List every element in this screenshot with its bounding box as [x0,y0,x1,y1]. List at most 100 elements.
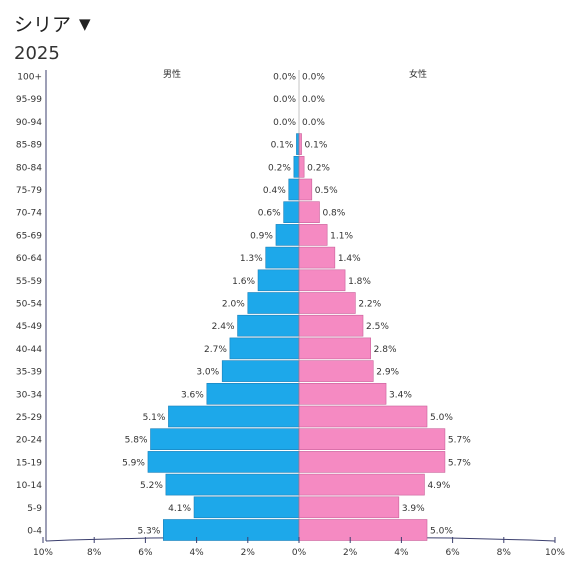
female-bar [298,519,428,541]
female-bar [298,292,356,314]
x-tick-label: 0% [292,548,307,558]
category-label: 95-99 [16,95,42,105]
category-label: 40-44 [16,345,42,355]
x-tick-label: 4% [394,548,409,558]
female-value-label: 0.2% [307,163,330,173]
category-label: 15-19 [16,458,42,468]
category-label: 70-74 [16,209,42,219]
male-bar [168,405,300,428]
female-value-label: 5.7% [448,436,471,446]
category-label: 100+ [17,73,42,83]
female-bar [298,360,374,382]
category-label: 25-29 [16,413,42,423]
category-label: 50-54 [16,300,42,310]
female-bar [298,451,446,473]
female-bar [298,382,387,405]
category-label: 65-69 [16,231,42,241]
x-tick-label: 6% [138,548,153,558]
legend-female: 女性 [409,68,427,80]
category-label: 90-94 [16,118,42,128]
male-value-label: 0.0% [273,118,296,128]
country-name: シリア [14,14,72,36]
female-value-label: 5.0% [430,413,453,423]
year-label: 2025 [14,43,60,64]
male-bar [150,428,300,451]
female-value-label: 1.8% [348,277,371,287]
male-value-label: 0.9% [250,231,273,241]
category-label: 20-24 [16,436,42,446]
category-label: 0-4 [27,527,42,537]
male-value-label: 0.0% [273,73,296,83]
country-selector[interactable]: シリア ▼ [14,10,91,37]
male-value-label: 0.6% [258,209,281,219]
female-value-label: 3.9% [402,504,425,514]
female-value-label: 2.5% [366,322,389,332]
category-label: 30-34 [16,390,42,400]
male-value-label: 0.4% [263,186,286,196]
female-bar [298,496,400,519]
male-value-label: 2.4% [212,322,235,332]
category-label: 45-49 [16,322,42,332]
female-bar [298,178,313,201]
x-tick-label: 10% [33,548,53,558]
male-value-label: 1.3% [240,254,263,264]
x-tick-label: 4% [189,548,204,558]
male-value-label: 0.1% [271,141,294,151]
female-bar [298,246,336,269]
male-bar [275,224,300,246]
category-label: 35-39 [16,368,42,378]
male-value-label: 5.3% [137,527,160,537]
legend-male: 男性 [163,68,181,80]
female-value-label: 5.7% [448,458,471,468]
category-label: 60-64 [16,254,42,264]
male-value-label: 5.1% [143,413,166,423]
male-value-label: 5.8% [125,436,148,446]
caret-down-icon: ▼ [79,14,91,33]
category-label: 80-84 [16,163,42,173]
male-value-label: 3.6% [181,390,204,400]
category-label: 85-89 [16,141,42,151]
x-tick-label: 6% [445,548,460,558]
x-tick-label: 8% [497,548,512,558]
male-bar [283,201,300,223]
female-bar [298,156,305,178]
male-bar [229,337,300,360]
x-tick-label: 2% [241,548,256,558]
female-bar [298,428,446,451]
category-label: 10-14 [16,481,42,491]
chart-header: シリア ▼ 2025 [14,10,91,64]
male-bar [163,519,300,541]
female-bar [298,405,428,428]
x-tick-label: 8% [87,548,102,558]
male-value-label: 0.0% [273,95,296,105]
female-value-label: 2.2% [358,300,381,310]
male-value-label: 2.7% [204,345,227,355]
male-value-label: 5.2% [140,481,163,491]
male-bar [165,473,300,496]
female-value-label: 4.9% [427,481,450,491]
female-bar [298,337,371,360]
female-bar [298,133,302,155]
female-value-label: 0.5% [315,186,338,196]
male-value-label: 5.9% [122,458,145,468]
female-value-label: 0.0% [302,118,325,128]
category-label: 75-79 [16,186,42,196]
female-bar [298,224,328,246]
female-value-label: 1.4% [338,254,361,264]
male-bar [193,496,300,519]
male-bar [296,133,300,155]
male-value-label: 1.6% [232,277,255,287]
male-bar [206,382,300,405]
female-bar [298,269,346,292]
male-value-label: 4.1% [168,504,191,514]
male-bar [237,314,300,337]
male-value-label: 0.2% [268,163,291,173]
male-value-label: 3.0% [196,368,219,378]
male-bar [221,360,300,382]
female-bar [298,473,425,496]
female-bar [298,201,320,223]
category-label: 5-9 [27,504,42,514]
female-value-label: 0.8% [322,209,345,219]
female-value-label: 0.1% [305,141,328,151]
